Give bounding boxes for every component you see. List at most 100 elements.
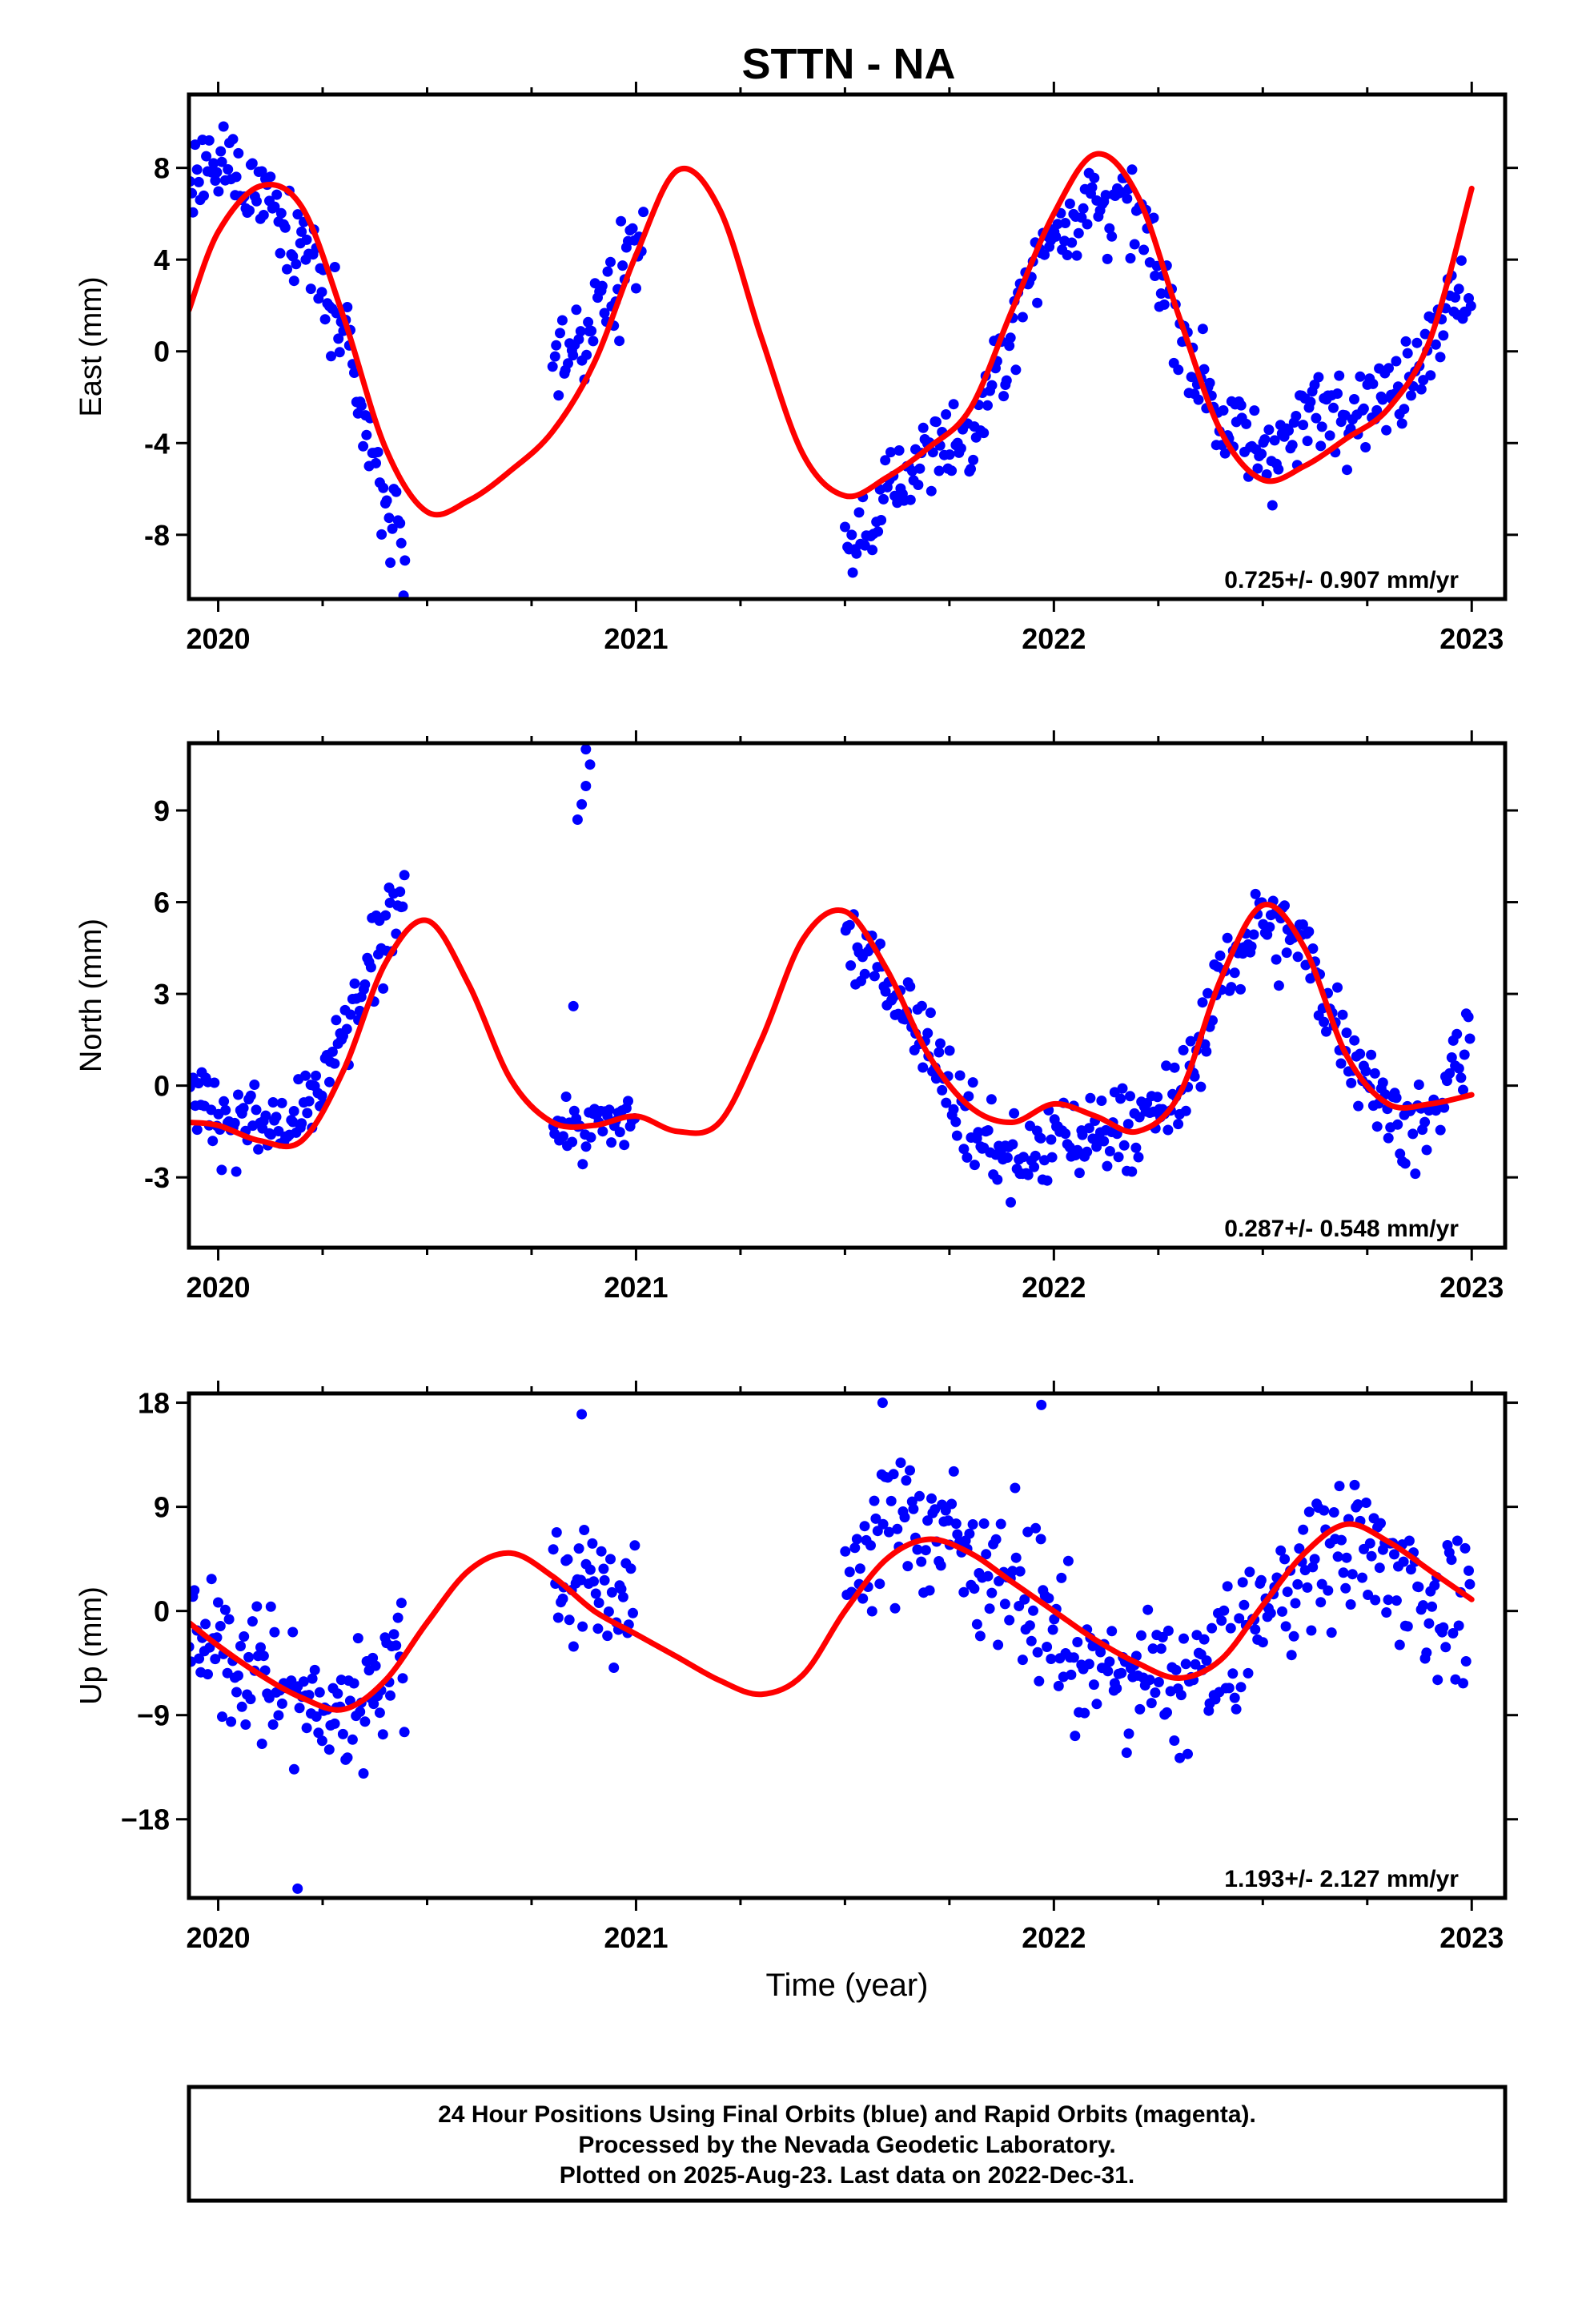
data-point — [1082, 219, 1093, 230]
data-point — [348, 1678, 359, 1689]
data-point — [1332, 982, 1343, 993]
data-point — [1364, 1538, 1375, 1549]
data-point — [990, 1534, 1002, 1545]
x-tick-label: 2020 — [186, 622, 250, 655]
data-point — [854, 1563, 865, 1574]
data-point — [1418, 1600, 1428, 1611]
data-point — [358, 440, 369, 452]
data-point — [1334, 370, 1345, 381]
data-point — [1267, 500, 1278, 511]
data-point — [1158, 299, 1170, 310]
data-point — [189, 187, 198, 199]
data-point — [1363, 1590, 1374, 1600]
footer-line-1: 24 Hour Positions Using Final Orbits (bl… — [438, 2101, 1256, 2128]
data-point — [1281, 947, 1292, 959]
data-point — [1290, 1598, 1301, 1609]
data-point — [267, 1097, 279, 1108]
data-point — [1046, 1134, 1057, 1145]
data-point — [551, 1527, 562, 1538]
x-tick-label: 2023 — [1439, 1921, 1504, 1954]
data-point — [235, 1641, 246, 1651]
data-point — [1340, 1582, 1351, 1594]
data-point — [1072, 1144, 1083, 1156]
data-point — [1074, 1168, 1085, 1179]
data-point — [210, 175, 221, 186]
data-point — [902, 1561, 913, 1572]
data-point — [1064, 198, 1075, 209]
data-point — [581, 349, 592, 360]
data-point — [935, 1560, 946, 1571]
data-point — [920, 1545, 931, 1556]
data-point — [1328, 402, 1339, 413]
data-point — [288, 1106, 299, 1116]
data-point — [982, 400, 993, 411]
data-point — [593, 1598, 604, 1608]
data-point — [332, 1688, 343, 1699]
data-point — [395, 517, 406, 529]
data-point — [849, 1542, 861, 1554]
footer-frame — [187, 2085, 1508, 2203]
data-point — [1366, 1550, 1377, 1562]
data-point — [1222, 1581, 1233, 1592]
data-point — [1349, 1035, 1360, 1046]
data-point — [1391, 356, 1402, 367]
data-point — [1162, 1625, 1174, 1636]
data-point — [1345, 1599, 1356, 1610]
data-point — [1341, 1552, 1352, 1563]
data-point — [967, 1077, 978, 1088]
data-point — [1147, 1643, 1158, 1655]
data-point — [603, 1606, 614, 1617]
data-point — [323, 1744, 335, 1755]
data-point — [1148, 212, 1159, 223]
data-point — [1360, 1498, 1371, 1508]
data-point — [853, 507, 865, 518]
data-point — [968, 454, 979, 465]
data-point — [319, 314, 331, 325]
data-point — [1377, 1077, 1388, 1088]
data-point — [256, 1739, 267, 1749]
data-point — [986, 380, 998, 391]
data-point — [962, 1152, 973, 1163]
data-point — [1223, 1683, 1235, 1694]
data-point — [552, 1612, 564, 1623]
data-point — [399, 870, 410, 881]
data-point — [1298, 420, 1309, 431]
data-point — [1367, 378, 1379, 389]
data-point — [397, 1673, 408, 1684]
data-point — [1136, 1630, 1146, 1641]
data-point — [269, 1626, 280, 1638]
data-point — [365, 962, 376, 973]
data-point — [926, 485, 937, 497]
data-point — [307, 1673, 318, 1684]
data-point — [1043, 1593, 1054, 1604]
data-point — [1144, 1675, 1155, 1686]
data-point — [905, 981, 916, 992]
data-point — [1088, 1679, 1099, 1691]
data-point — [1403, 1535, 1415, 1546]
data-point — [1460, 1656, 1472, 1667]
data-point — [287, 251, 299, 262]
data-points — [189, 1397, 1476, 1894]
data-point — [1155, 1643, 1166, 1655]
data-point — [1195, 1081, 1207, 1092]
data-point — [981, 1549, 992, 1560]
data-point — [573, 334, 584, 345]
data-point — [873, 526, 884, 537]
data-point — [1073, 227, 1084, 239]
data-point — [934, 465, 945, 476]
data-point — [588, 1576, 599, 1587]
data-point — [944, 449, 955, 460]
data-point — [1231, 1703, 1242, 1715]
data-point — [249, 1080, 260, 1090]
data-point — [1256, 448, 1267, 460]
data-point — [1091, 1699, 1102, 1710]
data-point — [614, 336, 625, 347]
data-point — [845, 960, 857, 971]
data-point — [213, 1597, 223, 1608]
data-point — [599, 1574, 610, 1586]
data-point — [604, 1104, 615, 1116]
data-point — [941, 409, 952, 420]
data-point — [1323, 1585, 1334, 1596]
data-point — [345, 1009, 356, 1020]
data-point — [349, 368, 359, 378]
